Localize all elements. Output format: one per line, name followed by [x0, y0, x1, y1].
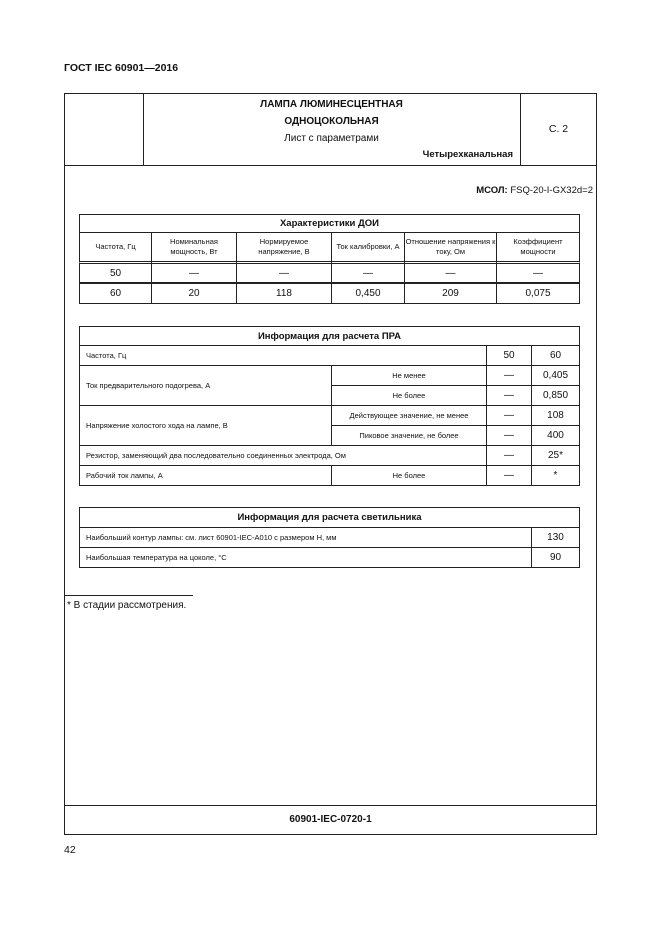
doi-cell: 209: [404, 283, 497, 304]
cell: —: [486, 365, 532, 386]
doi-cell: —: [404, 261, 497, 283]
cell: 60: [531, 345, 580, 366]
lamp-type: Четырехканальная: [422, 149, 513, 160]
doi-cell: —: [331, 261, 405, 283]
cell: 108: [531, 405, 580, 426]
doi-cell: 20: [151, 283, 237, 304]
subtitle: Лист с параметрами: [284, 133, 379, 144]
doi-cell: 0,075: [496, 283, 580, 304]
doi-title: Характеристики ДОИ: [79, 214, 580, 233]
msol-value: FSQ-20-I-GX32d=2: [510, 185, 593, 196]
title-line2: ОДНОЦОКОЛЬНАЯ: [284, 116, 379, 127]
doi-cell: 0,450: [331, 283, 405, 304]
doi-cell: 60: [79, 283, 152, 304]
row-label: Наибольшая температура на цоколе, °C: [79, 547, 532, 568]
doi-cell: 50: [79, 261, 152, 283]
cell: 0,850: [531, 385, 580, 406]
row-label: Рабочий ток лампы, А: [79, 465, 332, 486]
cell: 90: [531, 547, 580, 568]
row-label: Частота, Гц: [79, 345, 487, 366]
doi-cell: —: [151, 261, 237, 283]
footnote: * В стадии рассмотрения.: [67, 600, 187, 611]
cell: 25*: [531, 445, 580, 466]
footnote-rule: [64, 595, 193, 596]
col-header: Коэффициент мощности: [496, 232, 580, 262]
msol-label: МСОЛ:: [476, 185, 508, 196]
divider: [64, 805, 597, 806]
sub-label: Действующее значение, не менее: [331, 405, 487, 426]
row-label: Напряжение холостого хода на лампе, В: [79, 405, 332, 446]
col-header: Частота, Гц: [79, 232, 152, 262]
page-number: 42: [64, 844, 76, 856]
cell: 50: [486, 345, 532, 366]
col-header: Номинальная мощность, Вт: [151, 232, 237, 262]
row-label: Наибольший контур лампы: см. лист 60901-…: [79, 527, 532, 548]
divider: [143, 93, 144, 165]
col-header: Отношение напряжения к току, Ом: [404, 232, 497, 262]
sub-label: Не менее: [331, 365, 487, 386]
sheet-frame: [64, 93, 597, 835]
sub-label: Не более: [331, 385, 487, 406]
standard-id: ГОСТ IEC 60901—2016: [64, 62, 179, 74]
cell: —: [486, 405, 532, 426]
col-header: Ток калибровки, А: [331, 232, 405, 262]
cell: —: [486, 445, 532, 466]
cell: —: [486, 385, 532, 406]
doi-cell: 118: [236, 283, 332, 304]
pra-title: Информация для расчета ПРА: [79, 326, 580, 346]
sheet-id: 60901-IEC-0720-1: [289, 814, 372, 825]
row-label: Ток предварительного подогрева, А: [79, 365, 332, 406]
doi-cell: —: [236, 261, 332, 283]
sub-label: Не более: [331, 465, 487, 486]
title-line1: ЛАМПА ЛЮМИНЕСЦЕНТНАЯ: [260, 99, 403, 110]
doi-cell: —: [496, 261, 580, 283]
cell: 130: [531, 527, 580, 548]
cell: —: [486, 465, 532, 486]
cell: *: [531, 465, 580, 486]
cell: —: [486, 425, 532, 446]
col-header: Нормируемое напряжение, В: [236, 232, 332, 262]
divider: [64, 165, 597, 166]
lum-title: Информация для расчета светильника: [79, 507, 580, 528]
msol: МСОЛ: FSQ-20-I-GX32d=2: [476, 185, 593, 196]
cell: 0,405: [531, 365, 580, 386]
row-label: Резистор, заменяющий два последовательно…: [79, 445, 487, 466]
sub-label: Пиковое значение, не более: [331, 425, 487, 446]
cell: 400: [531, 425, 580, 446]
page-ref: С. 2: [548, 123, 569, 135]
divider: [520, 93, 521, 165]
